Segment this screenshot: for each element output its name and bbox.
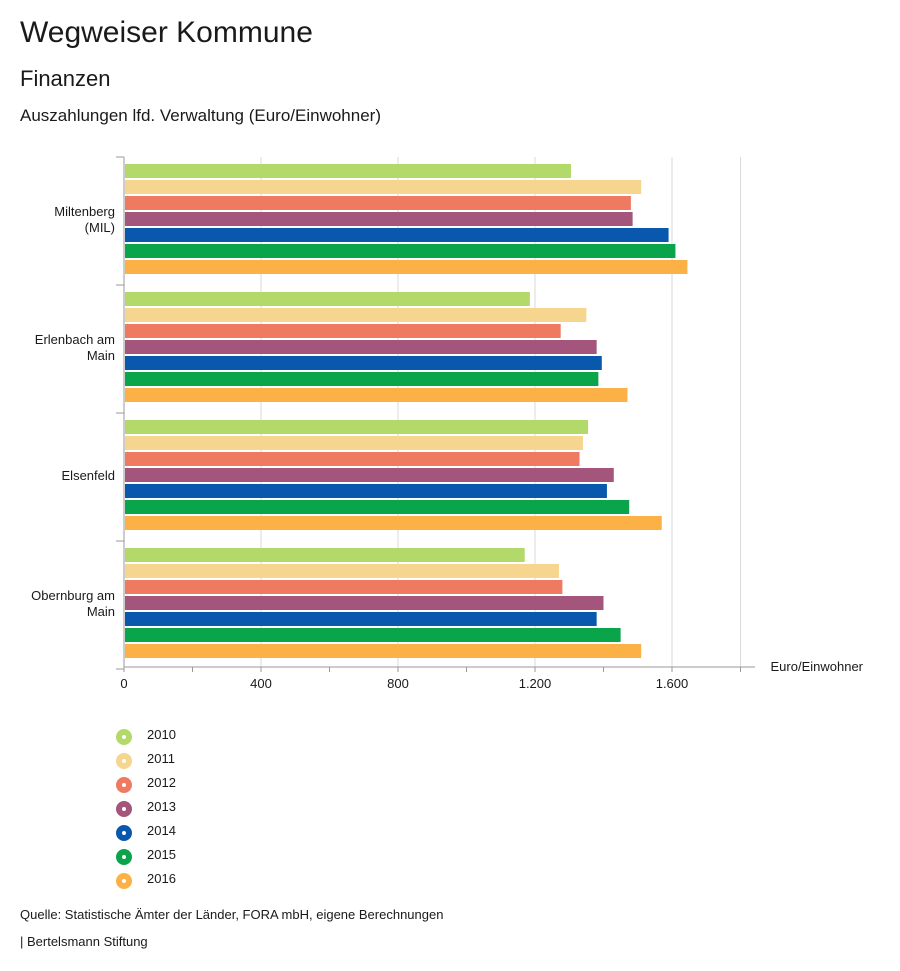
legend-marker xyxy=(116,825,132,841)
legend-label: 2010 xyxy=(147,727,176,742)
source-note: Quelle: Statistische Ämter der Länder, F… xyxy=(20,907,444,922)
category-label: Obernburg am xyxy=(31,588,115,603)
bar xyxy=(125,484,607,498)
bar xyxy=(125,468,614,482)
legend-marker xyxy=(116,849,132,865)
legend-marker xyxy=(116,801,132,817)
bar xyxy=(125,580,563,594)
bar xyxy=(125,548,525,562)
bar xyxy=(125,516,662,530)
x-axis-label: Euro/Einwohner xyxy=(771,659,864,674)
legend-label: 2011 xyxy=(147,751,175,766)
bar xyxy=(125,388,628,402)
bar xyxy=(125,228,669,242)
bar xyxy=(125,340,597,354)
legend-label: 2013 xyxy=(147,799,176,814)
legend-label: 2015 xyxy=(147,847,176,862)
bar xyxy=(125,356,602,370)
category-label: Main xyxy=(87,604,115,619)
chart-subtitle: Finanzen xyxy=(20,66,111,91)
bar xyxy=(125,628,621,642)
x-tick-label: 1.200 xyxy=(519,676,552,691)
category-label: Main xyxy=(87,348,115,363)
legend-label: 2016 xyxy=(147,871,176,886)
bar xyxy=(125,436,583,450)
bar xyxy=(125,372,599,386)
bar xyxy=(125,292,530,306)
x-tick-label: 0 xyxy=(120,676,127,691)
category-label: Miltenberg xyxy=(54,204,115,219)
bar xyxy=(125,164,571,178)
bar xyxy=(125,644,642,658)
category-label: (MIL) xyxy=(85,220,115,235)
bar xyxy=(125,324,561,338)
bar xyxy=(125,260,688,274)
bar xyxy=(125,180,642,194)
bar xyxy=(125,596,604,610)
category-label: Erlenbach am xyxy=(35,332,115,347)
bar xyxy=(125,612,597,626)
x-tick-label: 800 xyxy=(387,676,409,691)
bar xyxy=(125,452,580,466)
legend-marker xyxy=(116,777,132,793)
legend-marker xyxy=(116,729,132,745)
chart-title: Wegweiser Kommune xyxy=(20,16,313,49)
bar-chart: 0 400 800 1.200 1.600 Euro/Einwohner Miltenber… xyxy=(31,156,864,691)
x-tick-label: 400 xyxy=(250,676,272,691)
legend-marker xyxy=(116,873,132,889)
bar xyxy=(125,420,589,434)
bar xyxy=(125,212,633,226)
bar xyxy=(125,308,587,322)
legend-label: 2014 xyxy=(147,823,176,838)
legend-label: 2012 xyxy=(147,775,176,790)
bar xyxy=(125,244,676,258)
publisher-note: | Bertelsmann Stiftung xyxy=(20,934,148,949)
bar xyxy=(125,500,630,514)
x-tick-label: 1.600 xyxy=(656,676,689,691)
legend-marker xyxy=(116,753,132,769)
bar xyxy=(125,564,559,578)
bar xyxy=(125,196,631,210)
metric-label: Auszahlungen lfd. Verwaltung (Euro/Einwo… xyxy=(20,106,381,125)
category-label: Elsenfeld xyxy=(62,468,115,483)
